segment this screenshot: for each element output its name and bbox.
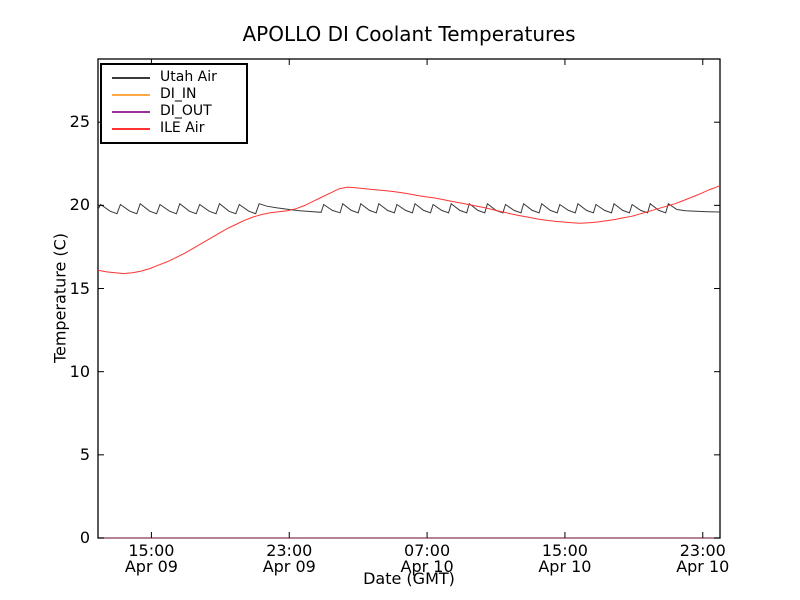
y-tick-label: 25: [69, 112, 90, 132]
x-tick-label: 15:00 Apr 09: [103, 541, 199, 576]
legend-item-ile-air: ILE Air: [102, 120, 246, 137]
legend-label: DI_OUT: [160, 103, 212, 119]
legend-line-swatch: [112, 76, 150, 79]
x-tick-date: Apr 10: [676, 557, 730, 576]
chart-title: APOLLO DI Coolant Temperatures: [242, 22, 576, 46]
legend-label: ILE Air: [160, 120, 205, 136]
series-line-utah-air: [97, 202, 721, 215]
x-tick-time: 15:00: [541, 541, 588, 560]
y-tick-label: 5: [79, 444, 90, 464]
x-tick-time: 07:00: [404, 541, 451, 560]
x-tick-date: Apr 09: [262, 557, 316, 576]
y-tick-label: 20: [69, 195, 90, 215]
x-tick-time: 23:00: [266, 541, 313, 560]
legend-line-swatch: [112, 127, 150, 130]
legend-item-utah-air: Utah Air: [102, 69, 246, 86]
legend-label: Utah Air: [160, 69, 217, 85]
legend-item-di-out: DI_OUT: [102, 103, 246, 120]
legend-item-di-in: DI_IN: [102, 86, 246, 103]
x-tick-date: Apr 10: [400, 557, 454, 576]
legend-line-swatch: [112, 110, 150, 113]
x-tick-label: 15:00 Apr 10: [517, 541, 613, 576]
x-tick-label: 07:00 Apr 10: [379, 541, 475, 576]
y-axis-label: Temperature (C): [50, 232, 70, 364]
x-axis-label: Date (GMT): [363, 569, 455, 588]
x-tick-label: 23:00 Apr 09: [241, 541, 337, 576]
legend-line-swatch: [112, 93, 150, 96]
y-tick-label: 0: [79, 528, 90, 547]
legend-label: DI_IN: [160, 86, 197, 102]
legend: Utah Air DI_IN DI_OUT ILE Air: [100, 63, 248, 144]
x-tick-time: 15:00: [128, 541, 175, 560]
x-tick-date: Apr 09: [124, 557, 178, 576]
x-tick-date: Apr 10: [538, 557, 592, 576]
x-tick-time: 23:00: [679, 541, 726, 560]
y-tick-label: 10: [69, 361, 90, 381]
x-tick-label: 23:00 Apr 10: [655, 541, 751, 576]
series-line-ile-air: [97, 184, 721, 275]
y-tick-label: 15: [69, 278, 90, 298]
